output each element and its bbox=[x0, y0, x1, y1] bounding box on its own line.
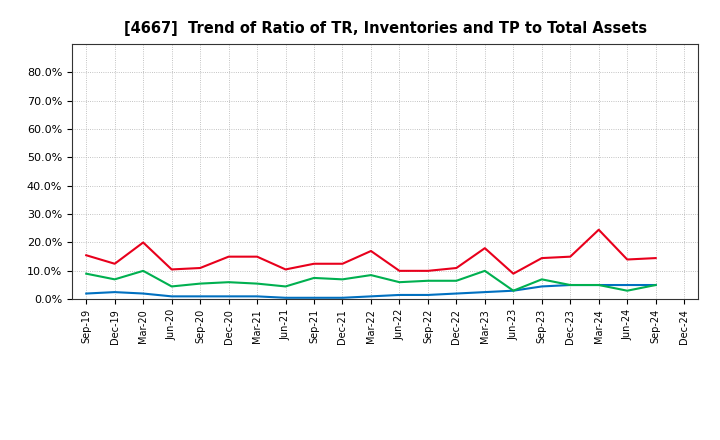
Trade Receivables bbox=[310, 261, 318, 266]
Trade Payables bbox=[480, 268, 489, 274]
Trade Receivables bbox=[196, 265, 204, 271]
Trade Payables bbox=[537, 277, 546, 282]
Trade Receivables bbox=[110, 261, 119, 266]
Trade Receivables bbox=[253, 254, 261, 259]
Trade Payables bbox=[366, 272, 375, 278]
Trade Receivables bbox=[338, 261, 347, 266]
Trade Receivables bbox=[480, 246, 489, 251]
Line: Trade Receivables: Trade Receivables bbox=[86, 230, 656, 274]
Inventories bbox=[139, 291, 148, 296]
Trade Receivables bbox=[282, 267, 290, 272]
Trade Receivables bbox=[452, 265, 461, 271]
Line: Trade Payables: Trade Payables bbox=[86, 271, 656, 291]
Legend: Trade Receivables, Inventories, Trade Payables: Trade Receivables, Inventories, Trade Pa… bbox=[161, 438, 610, 440]
Line: Inventories: Inventories bbox=[86, 285, 656, 298]
Inventories bbox=[366, 294, 375, 299]
Trade Receivables bbox=[509, 271, 518, 276]
Trade Receivables bbox=[225, 254, 233, 259]
Inventories bbox=[537, 284, 546, 289]
Inventories bbox=[452, 291, 461, 296]
Trade Receivables bbox=[566, 254, 575, 259]
Trade Payables bbox=[395, 279, 404, 285]
Trade Payables bbox=[652, 282, 660, 288]
Inventories bbox=[196, 294, 204, 299]
Inventories bbox=[509, 288, 518, 293]
Trade Receivables bbox=[595, 227, 603, 232]
Trade Receivables bbox=[395, 268, 404, 274]
Inventories bbox=[310, 295, 318, 301]
Trade Receivables bbox=[82, 253, 91, 258]
Inventories bbox=[167, 294, 176, 299]
Trade Receivables bbox=[139, 240, 148, 245]
Trade Payables bbox=[82, 271, 91, 276]
Trade Payables bbox=[509, 288, 518, 293]
Trade Payables bbox=[196, 281, 204, 286]
Trade Payables bbox=[595, 282, 603, 288]
Trade Payables bbox=[139, 268, 148, 274]
Trade Payables bbox=[225, 279, 233, 285]
Trade Payables bbox=[282, 284, 290, 289]
Trade Receivables bbox=[167, 267, 176, 272]
Trade Payables bbox=[167, 284, 176, 289]
Trade Payables bbox=[423, 278, 432, 283]
Trade Payables bbox=[253, 281, 261, 286]
Inventories bbox=[623, 282, 631, 288]
Inventories bbox=[82, 291, 91, 296]
Inventories bbox=[282, 295, 290, 301]
Inventories bbox=[423, 292, 432, 297]
Inventories bbox=[225, 294, 233, 299]
Title: [4667]  Trend of Ratio of TR, Inventories and TP to Total Assets: [4667] Trend of Ratio of TR, Inventories… bbox=[124, 21, 647, 36]
Trade Receivables bbox=[623, 257, 631, 262]
Inventories bbox=[253, 294, 261, 299]
Inventories bbox=[395, 292, 404, 297]
Trade Payables bbox=[110, 277, 119, 282]
Inventories bbox=[338, 295, 347, 301]
Trade Payables bbox=[310, 275, 318, 281]
Trade Payables bbox=[623, 288, 631, 293]
Inventories bbox=[595, 282, 603, 288]
Trade Receivables bbox=[537, 256, 546, 261]
Trade Receivables bbox=[423, 268, 432, 274]
Trade Receivables bbox=[652, 256, 660, 261]
Inventories bbox=[652, 282, 660, 288]
Inventories bbox=[480, 290, 489, 295]
Trade Receivables bbox=[366, 248, 375, 253]
Trade Payables bbox=[566, 282, 575, 288]
Inventories bbox=[566, 282, 575, 288]
Trade Payables bbox=[338, 277, 347, 282]
Inventories bbox=[110, 290, 119, 295]
Trade Payables bbox=[452, 278, 461, 283]
